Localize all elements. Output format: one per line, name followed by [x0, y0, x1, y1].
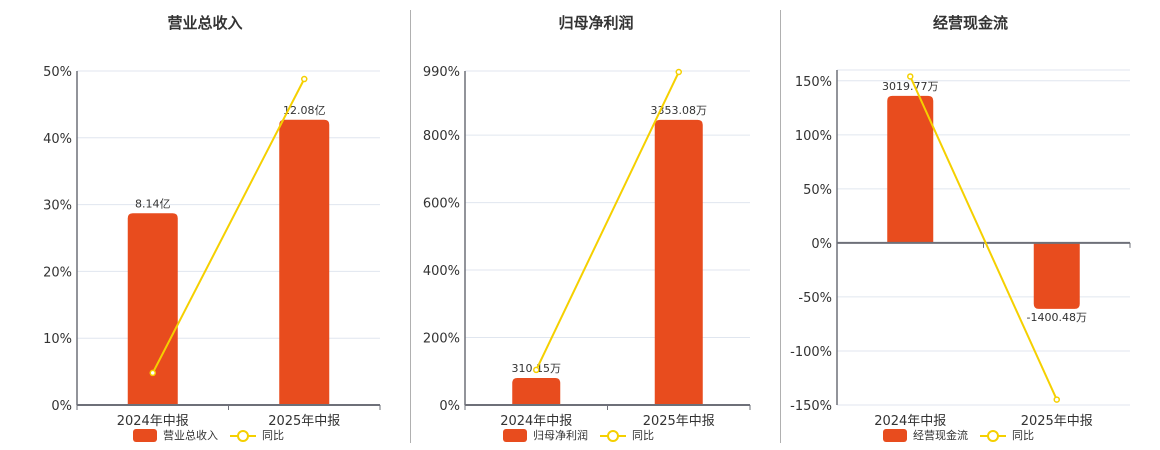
y-tick-label: -150%: [790, 399, 832, 414]
legend-bar-swatch[interactable]: [133, 428, 157, 442]
chart-legend: 归母净利润 同比: [503, 427, 654, 443]
y-tick-label: 150%: [795, 75, 832, 90]
legend-bar-label[interactable]: 营业总收入: [163, 429, 218, 442]
chart-plot-net-profit: 0%200%400%600%800%990%310.15万3353.08万202…: [423, 65, 751, 429]
bar[interactable]: [1033, 242, 1080, 309]
x-category-label: 2024年中报: [874, 414, 946, 429]
y-tick-label: -50%: [798, 291, 832, 306]
chart-plot-operating-cashflow: -150% -100% -50% 0% 50% 100% 150% 3019.77万 -1400…: [790, 69, 1131, 429]
x-category-label: 2024年中报: [500, 414, 572, 429]
y-tick-label: 50%: [43, 65, 72, 80]
legend-bar-swatch[interactable]: [503, 428, 527, 442]
y-tick-label: 200%: [423, 332, 460, 347]
bar[interactable]: [279, 119, 330, 405]
legend-bar-label[interactable]: 经营现金流: [913, 429, 968, 442]
y-tick-label: 20%: [43, 265, 72, 280]
legend-line-label[interactable]: 同比: [632, 429, 654, 442]
chart-panel-revenue: 营业总收入 0% 10% 20% 30% 40% 50% 8.14亿 12.08亿 2024年中…: [0, 0, 410, 450]
y-tick-label: 990%: [423, 65, 460, 80]
bar[interactable]: [512, 378, 561, 405]
yoy-point[interactable]: [1053, 396, 1060, 403]
chart-title: 经营现金流: [932, 14, 1008, 32]
chart-title: 营业总收入: [167, 14, 243, 32]
legend-bar-label[interactable]: 归母净利润: [533, 429, 588, 442]
y-tick-label: 600%: [423, 197, 460, 212]
yoy-line: [909, 76, 1058, 401]
yoy-line: [151, 78, 306, 374]
bar-value-label: 3019.77万: [882, 80, 939, 93]
chart-legend: 经营现金流 同比: [883, 427, 1034, 443]
yoy-point[interactable]: [907, 73, 914, 80]
bar-value-label: 3353.08万: [651, 104, 708, 117]
yoy-point[interactable]: [149, 369, 156, 377]
panel-separator: [780, 10, 781, 443]
panel-separator: [410, 10, 411, 443]
yoy-point[interactable]: [533, 366, 540, 374]
chart-legend: 营业总收入 同比: [133, 427, 284, 443]
yoy-line: [535, 71, 680, 371]
chart-plot-revenue: 0% 10% 20% 30% 40% 50% 8.14亿 12.08亿 2024年中报 2025年…: [43, 65, 381, 429]
legend-line-swatch[interactable]: [230, 429, 256, 442]
bar-value-label: 12.08亿: [283, 104, 326, 117]
chart-panel-net-profit: 归母净利润 0%200%400%600%800%990%310.15万3353.…: [411, 0, 781, 450]
x-category-label: 2025年中报: [1021, 414, 1093, 429]
legend-line-swatch[interactable]: [980, 429, 1006, 442]
yoy-point[interactable]: [301, 75, 308, 83]
y-tick-label: 0%: [811, 237, 832, 252]
y-tick-label: 800%: [423, 129, 460, 144]
legend-line-swatch[interactable]: [600, 429, 626, 442]
legend-line-label[interactable]: 同比: [1012, 429, 1034, 442]
bar[interactable]: [654, 119, 703, 405]
x-category-label: 2024年中报: [117, 414, 189, 429]
y-tick-label: 10%: [43, 332, 72, 347]
y-tick-label: 50%: [803, 183, 832, 198]
chart-panel-operating-cashflow: 经营现金流 -150% -100% -50% 0% 50% 100% 150% 3019.77…: [781, 0, 1160, 450]
bar-value-label: -1400.48万: [1027, 311, 1087, 324]
y-tick-label: 400%: [423, 264, 460, 279]
y-tick-label: 100%: [795, 129, 832, 144]
x-category-label: 2025年中报: [643, 414, 715, 429]
bar-value-label: 8.14亿: [135, 197, 171, 210]
chart-title: 归母净利润: [558, 14, 634, 32]
yoy-point[interactable]: [675, 68, 682, 76]
bar[interactable]: [127, 213, 178, 405]
y-tick-label: 0%: [51, 399, 72, 414]
legend-line-label[interactable]: 同比: [262, 429, 284, 442]
legend-bar-swatch[interactable]: [883, 428, 907, 442]
y-tick-label: 0%: [439, 399, 460, 414]
bar[interactable]: [887, 95, 934, 243]
y-tick-label: 40%: [43, 132, 72, 147]
y-tick-label: -100%: [790, 345, 832, 360]
x-category-label: 2025年中报: [268, 414, 340, 429]
y-tick-label: 30%: [43, 199, 72, 214]
